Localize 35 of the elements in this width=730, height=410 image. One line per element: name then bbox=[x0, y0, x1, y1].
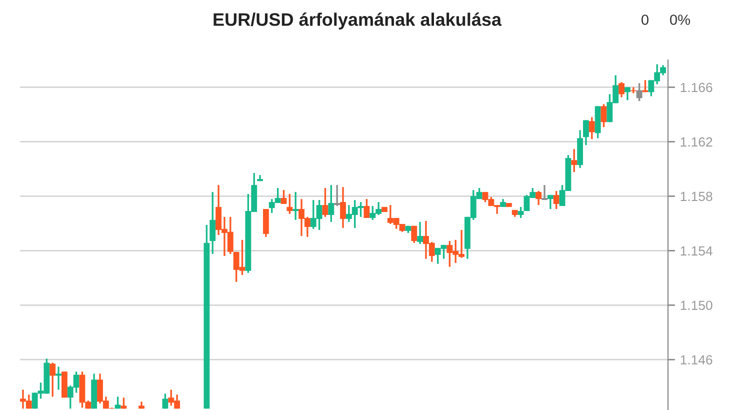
candlestick bbox=[292, 191, 299, 221]
candlestick bbox=[50, 362, 56, 398]
y-tick-label: 1.166 bbox=[680, 82, 712, 92]
candlestick bbox=[417, 221, 423, 245]
candlestick bbox=[280, 189, 287, 205]
y-tick-label: 1.150 bbox=[680, 300, 712, 310]
candlestick bbox=[56, 366, 62, 391]
candlestick bbox=[340, 186, 346, 229]
candlestick bbox=[583, 119, 589, 146]
y-tick-label: 1.146 bbox=[680, 355, 712, 365]
candlestick bbox=[624, 86, 630, 102]
candlestick bbox=[210, 191, 216, 255]
candlestick bbox=[571, 148, 578, 173]
candlestick bbox=[322, 187, 328, 218]
candlestick bbox=[411, 225, 418, 244]
candlestick bbox=[618, 81, 624, 98]
candlestick bbox=[547, 194, 554, 210]
candlestick bbox=[636, 82, 642, 102]
text: 0 bbox=[642, 14, 648, 25]
candlestick bbox=[518, 206, 524, 219]
candlestick bbox=[286, 193, 293, 215]
candlestick bbox=[600, 103, 607, 128]
y-tick-label: 1.154 bbox=[680, 246, 712, 256]
candlestick bbox=[536, 190, 542, 206]
y-tick-label: 1.162 bbox=[680, 137, 712, 147]
candlestick bbox=[542, 184, 548, 201]
text: 0% bbox=[670, 14, 690, 25]
candlestick bbox=[334, 184, 340, 207]
chart-title: EUR/USD árfolyamának alakulása bbox=[214, 12, 502, 30]
candlestick bbox=[364, 198, 370, 219]
y-tick-label: 1.158 bbox=[680, 192, 712, 202]
candlestick bbox=[588, 116, 595, 140]
candlestick bbox=[328, 184, 334, 223]
candlestick bbox=[553, 190, 560, 210]
candlestick bbox=[162, 392, 168, 410]
